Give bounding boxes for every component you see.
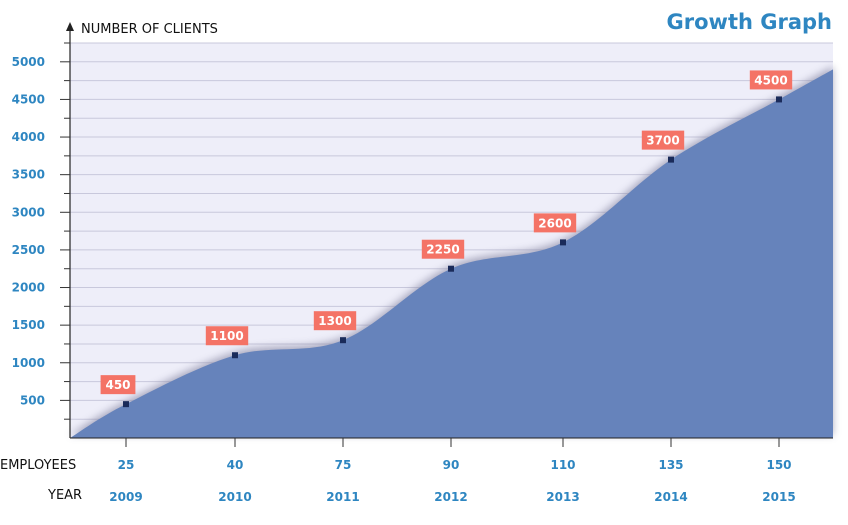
x-tick-label-year: 2012 — [434, 490, 467, 504]
y-tick-label: 3500 — [12, 168, 45, 182]
y-tick-label: 1500 — [12, 318, 45, 332]
x-tick-label-year: 2009 — [109, 490, 142, 504]
y-tick-label: 500 — [20, 393, 45, 407]
data-label: 1100 — [210, 329, 243, 343]
clients-area — [70, 69, 833, 438]
year-row-label: YEAR — [47, 488, 82, 503]
data-label-box — [533, 213, 577, 233]
x-tick-label-year: 2015 — [762, 490, 795, 504]
data-label: 4500 — [754, 73, 787, 87]
y-axis-arrow-icon — [66, 22, 74, 31]
y-tick-label: 2500 — [12, 243, 45, 257]
data-label-box — [313, 311, 357, 331]
data-label: 2600 — [538, 216, 571, 230]
y-tick-labels: 500 1000 1500 2000 2500 3000 3500 4000 4500 5000 — [12, 55, 45, 408]
axes — [60, 22, 833, 447]
y-tick-label: 1000 — [12, 356, 45, 370]
employees-value: 90 — [443, 458, 460, 472]
data-label-box — [100, 375, 136, 395]
y-tick-label: 5000 — [12, 55, 45, 69]
data-points: 450 1100 1300 2250 2600 3700 4500 — [100, 70, 793, 408]
data-label: 450 — [105, 378, 130, 392]
y-tick-label: 2000 — [12, 281, 45, 295]
employees-value: 40 — [227, 458, 244, 472]
x-axis-rows: 25 2009 40 2010 75 2011 90 2012 110 2013 135 2014 15… — [109, 458, 795, 504]
x-tick-label-year: 2011 — [326, 490, 359, 504]
y-tick-label: 4000 — [12, 130, 45, 144]
data-point-marker — [232, 352, 238, 359]
employees-value: 135 — [658, 458, 683, 472]
y-tick-label: 4500 — [12, 92, 45, 106]
data-point-marker — [123, 401, 129, 408]
y-tick-label: 3000 — [12, 205, 45, 219]
data-label-box — [749, 70, 793, 90]
data-label: 3700 — [646, 134, 679, 148]
data-label: 1300 — [318, 314, 351, 328]
data-label-box — [421, 239, 465, 259]
data-label: 2250 — [426, 243, 459, 257]
x-tick-label-year: 2010 — [218, 490, 251, 504]
x-tick-label-year: 2014 — [654, 490, 687, 504]
employees-value: 75 — [335, 458, 352, 472]
employees-value: 25 — [118, 458, 135, 472]
employees-value: 110 — [550, 458, 575, 472]
employees-row-label: EMPLOYEES — [0, 458, 76, 473]
data-point-marker — [340, 337, 346, 344]
data-point-marker — [560, 239, 566, 246]
data-point-marker — [668, 156, 674, 163]
x-tick-label-year: 2013 — [546, 490, 579, 504]
data-label-box — [205, 326, 249, 346]
data-point-marker — [448, 265, 454, 272]
data-label-box — [641, 130, 685, 150]
y-axis-label: NUMBER OF CLIENTS — [81, 22, 218, 37]
chart-title: Growth Graph — [667, 10, 832, 34]
employees-value: 150 — [766, 458, 791, 472]
data-point-marker — [776, 96, 782, 103]
